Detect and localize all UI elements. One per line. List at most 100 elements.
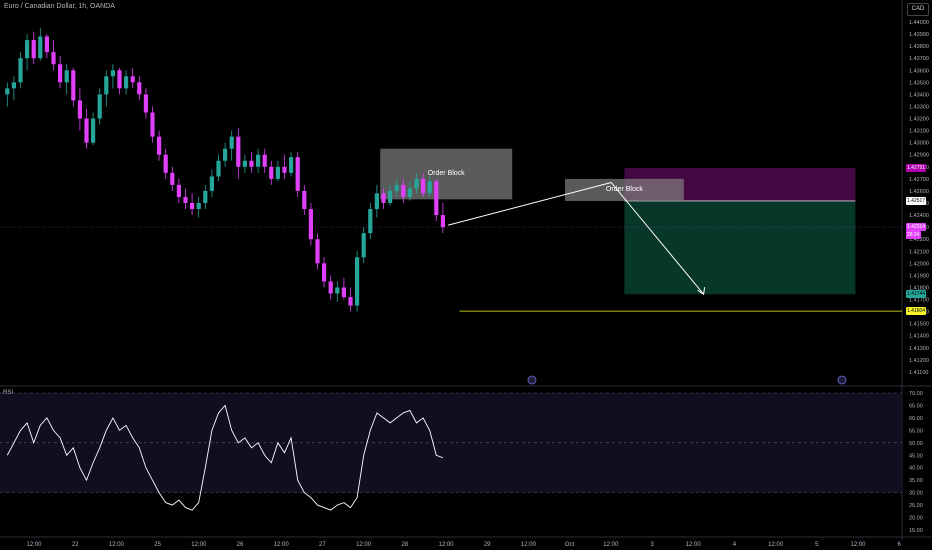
candle-body xyxy=(434,181,439,216)
candle-body xyxy=(124,76,129,89)
candle-body xyxy=(236,136,241,167)
currency-selector[interactable]: CAD xyxy=(907,3,929,16)
price-tick-label: 1.43000 xyxy=(909,141,929,147)
time-tick-label: 12:00 xyxy=(356,542,372,548)
price-tick-label: 1.43900 xyxy=(909,32,929,38)
candle-body xyxy=(427,181,432,194)
time-tick-label: 28 xyxy=(401,542,408,548)
candle-body xyxy=(308,209,313,240)
candle-body xyxy=(295,157,300,191)
candle-body xyxy=(282,166,287,173)
candle-body xyxy=(176,184,181,197)
rsi-tick-label: 35.00 xyxy=(909,478,923,484)
rsi-tick-label: 55.00 xyxy=(909,428,923,434)
candle-body xyxy=(249,160,254,167)
candle-body xyxy=(209,176,214,191)
candle-body xyxy=(18,58,23,83)
price-tick-label: 1.42000 xyxy=(909,261,929,267)
price-tick-label: 1.42600 xyxy=(909,189,929,195)
candle-body xyxy=(394,184,399,191)
candle-body xyxy=(38,36,43,59)
candle-body xyxy=(242,160,247,167)
candle-body xyxy=(137,82,142,95)
candle-body xyxy=(11,82,16,89)
candle-body xyxy=(275,166,280,179)
candle-body xyxy=(229,136,234,149)
candle-body xyxy=(302,190,307,210)
price-tick-label: 1.42100 xyxy=(909,249,929,255)
price-tick-label: 1.43600 xyxy=(909,68,929,74)
price-tick-label: 1.43700 xyxy=(909,56,929,62)
price-tick-label: 1.44000 xyxy=(909,20,929,26)
time-tick-label: 12:00 xyxy=(603,542,619,548)
time-tick-label: 4 xyxy=(733,542,737,548)
candle-body xyxy=(341,287,346,298)
candle-body xyxy=(84,118,89,143)
time-tick-label: 27 xyxy=(319,542,326,548)
rsi-tick-label: 65.00 xyxy=(909,403,923,409)
candle-body xyxy=(328,281,333,294)
stop-price-tag: 1.42791 xyxy=(906,163,927,172)
countdown-tag: 28:24 xyxy=(906,231,921,240)
candle-body xyxy=(315,239,320,264)
time-tick-label: 12:00 xyxy=(521,542,537,548)
time-tick-label: 12:00 xyxy=(438,542,454,548)
order-block-label-1: Order Block xyxy=(427,170,465,178)
candle-body xyxy=(150,112,155,137)
candle-body xyxy=(51,52,56,65)
price-tick-label: 1.42400 xyxy=(909,213,929,219)
rsi-tick-label: 20.00 xyxy=(909,516,923,522)
candle-body xyxy=(414,178,419,189)
candle-body xyxy=(143,94,148,113)
candle-body xyxy=(262,154,267,167)
candle-body xyxy=(91,118,96,143)
price-tick-label: 1.42200 xyxy=(909,237,929,243)
time-tick-label: 29 xyxy=(484,542,491,548)
candle-body xyxy=(407,188,412,197)
candle-body xyxy=(157,136,162,155)
rsi-tick-label: 15.00 xyxy=(909,528,923,534)
candle-body xyxy=(77,100,82,119)
price-tick-label: 1.41800 xyxy=(909,285,929,291)
time-tick-label: 22 xyxy=(72,542,79,548)
price-tick-label: 1.43300 xyxy=(909,104,929,110)
price-tick-label: 1.41700 xyxy=(909,298,929,304)
time-tick-label: 12:00 xyxy=(768,542,784,548)
rsi-tick-label: 70.00 xyxy=(909,391,923,397)
time-tick-label: 3 xyxy=(650,542,654,548)
candle-body xyxy=(421,178,426,194)
time-tick-label: 12:00 xyxy=(191,542,207,548)
calendar-event-icon xyxy=(837,375,847,385)
candle-body xyxy=(289,157,294,173)
time-tick-label: 12:00 xyxy=(109,542,125,548)
candle-body xyxy=(110,70,115,77)
order-block-zone xyxy=(565,178,684,201)
candle-body xyxy=(335,287,340,294)
candle-body xyxy=(170,172,175,185)
rsi-tick-label: 60.00 xyxy=(909,416,923,422)
arrow-head xyxy=(697,287,706,296)
time-tick-label: 5 xyxy=(815,542,819,548)
projection-arrow-down xyxy=(610,182,704,295)
candle-body xyxy=(355,257,360,306)
candle-body xyxy=(368,209,373,234)
candle-body xyxy=(5,88,10,95)
candle-body xyxy=(183,196,188,203)
price-tick-label: 1.41400 xyxy=(909,334,929,340)
candle-body xyxy=(190,203,195,210)
time-tick-label: 12:00 xyxy=(274,542,290,548)
entry-price-tag: 1.42517 xyxy=(906,196,927,205)
time-tick-label: 6 xyxy=(898,542,902,548)
candle-body xyxy=(374,193,379,210)
price-tick-label: 1.41100 xyxy=(909,370,928,376)
time-tick-label: 12:00 xyxy=(26,542,42,548)
candle-body xyxy=(104,76,109,95)
current-price-tag: 1.42314 xyxy=(906,223,927,232)
candle-body xyxy=(401,184,406,197)
price-tick-label: 1.41500 xyxy=(909,322,929,328)
rsi-label: RSI xyxy=(3,390,14,396)
candle-body xyxy=(348,297,353,306)
rsi-tick-label: 25.00 xyxy=(909,503,923,509)
